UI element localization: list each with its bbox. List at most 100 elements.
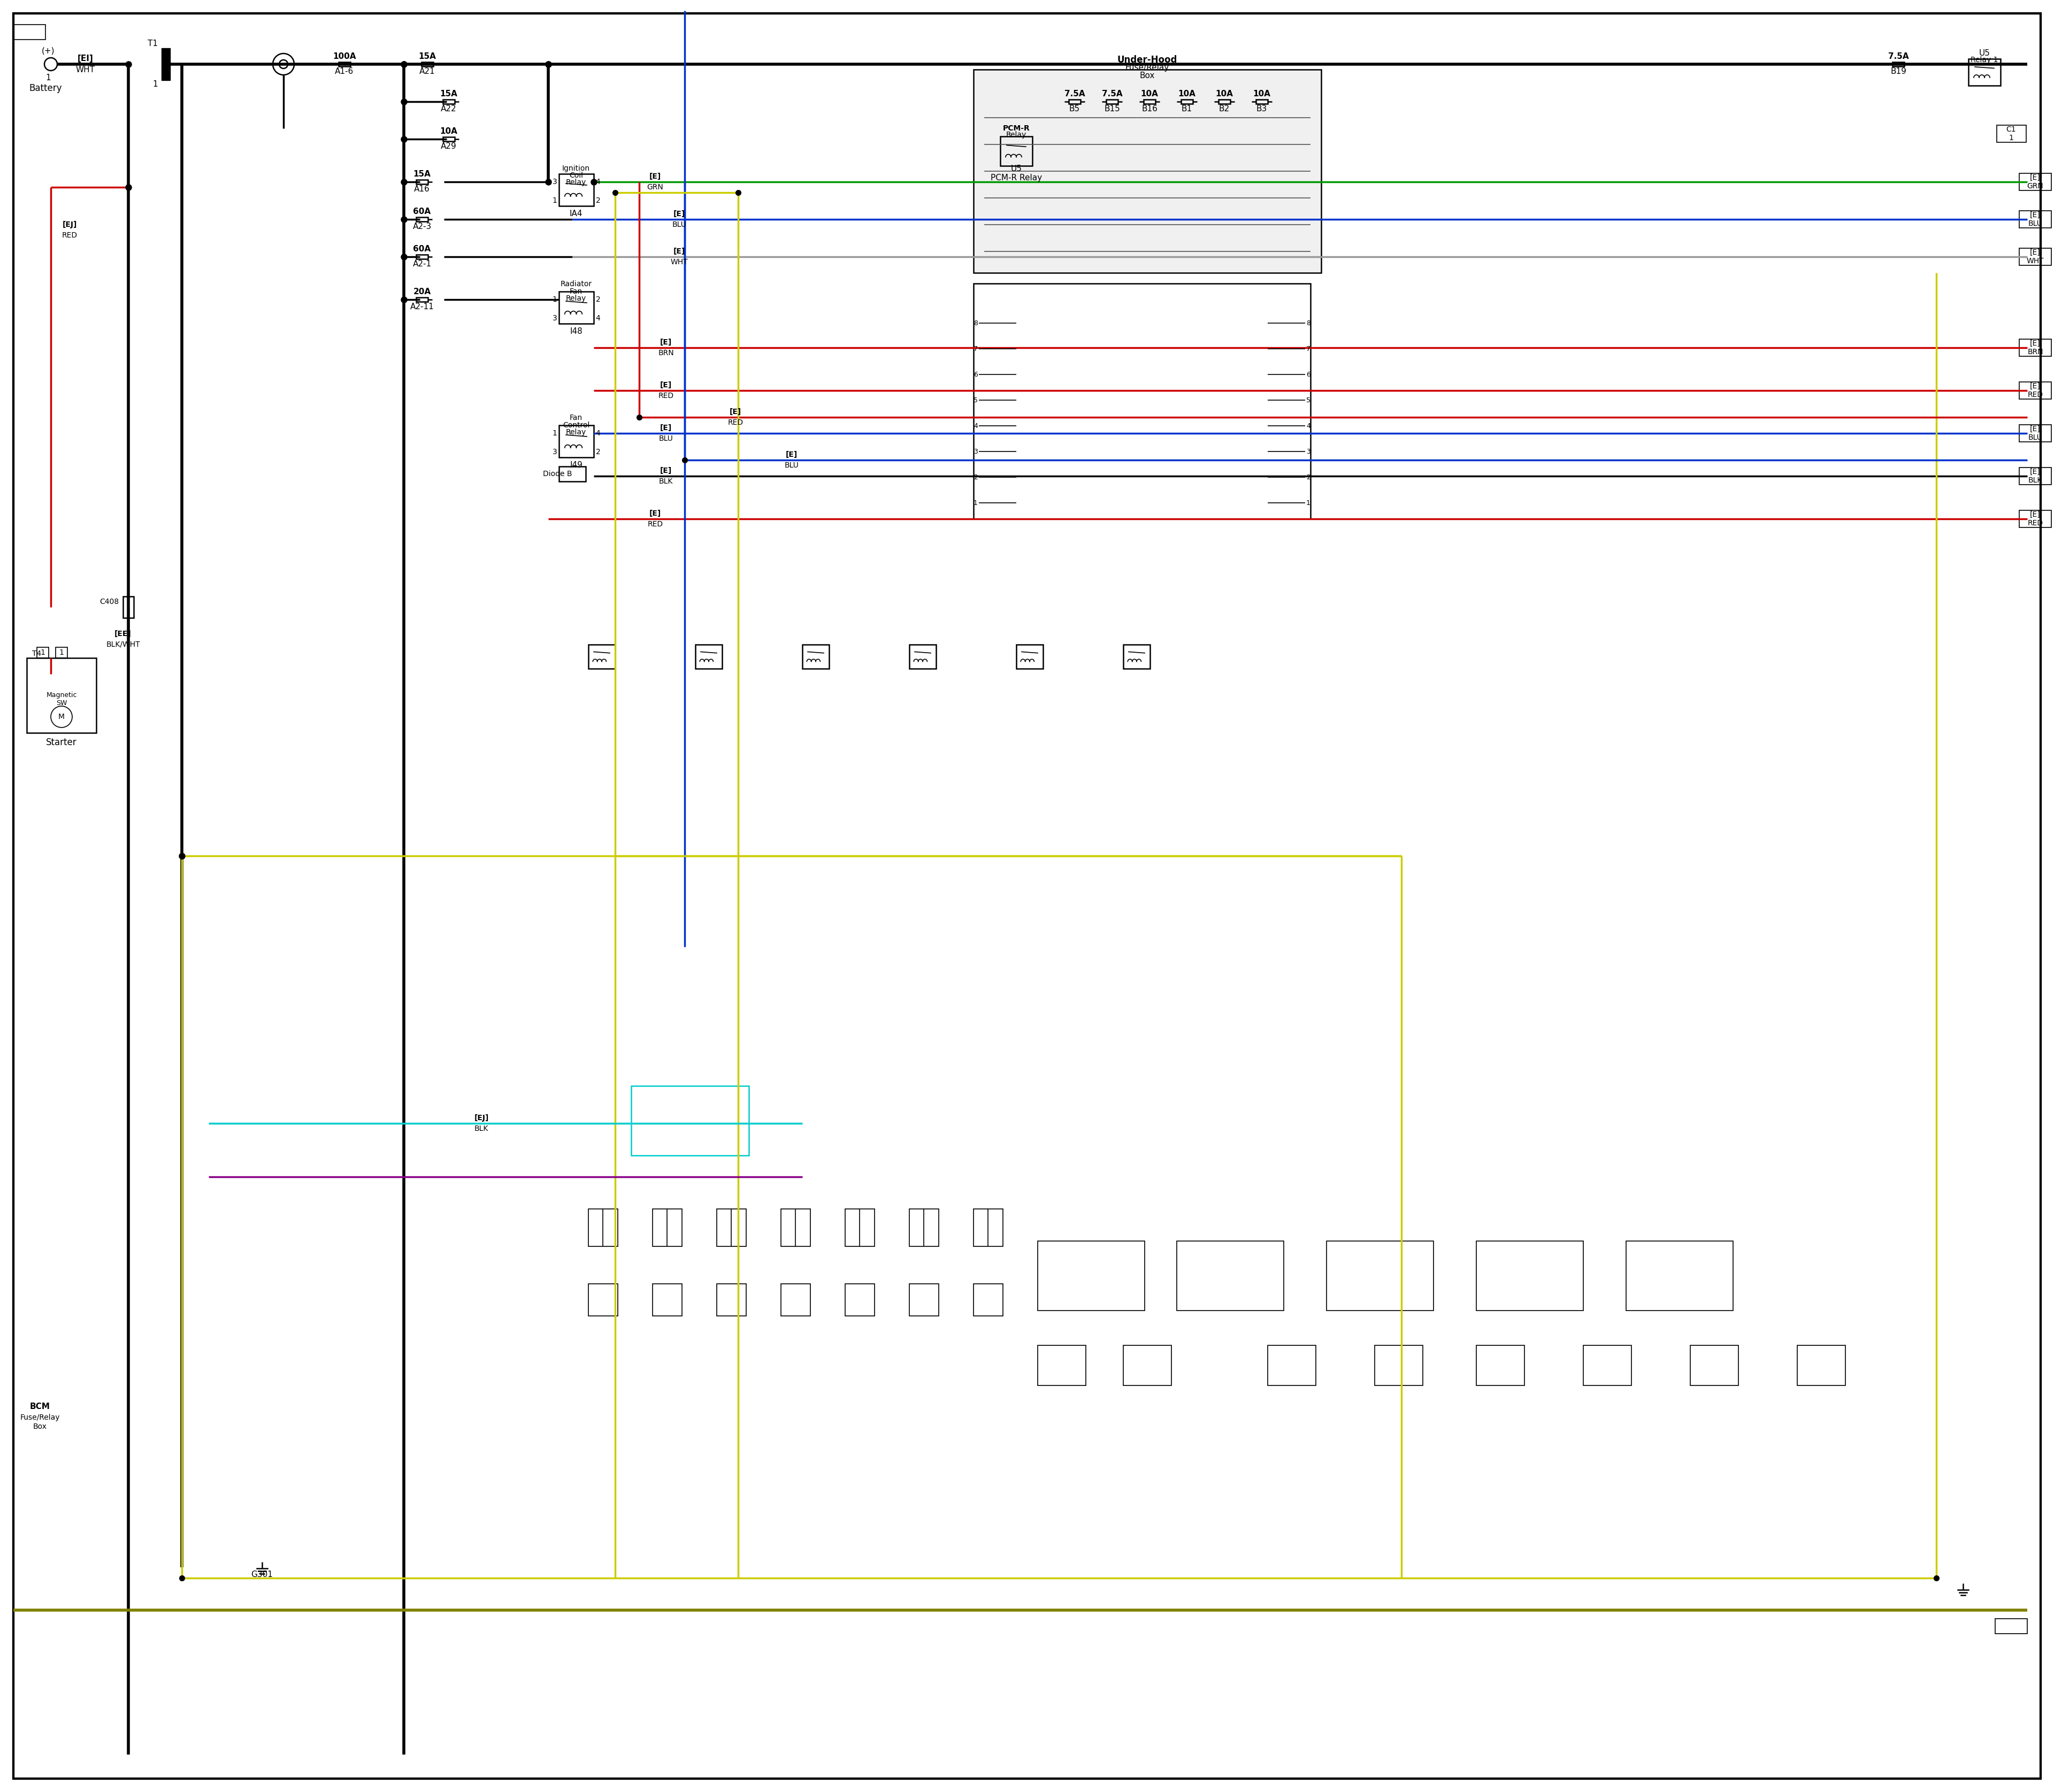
Text: 3: 3 <box>553 177 557 186</box>
Bar <box>1037 1242 1144 1310</box>
Bar <box>1627 1242 1734 1310</box>
Text: 7.5A: 7.5A <box>1101 90 1121 99</box>
Text: [E]: [E] <box>674 247 686 254</box>
Bar <box>2019 174 2052 190</box>
Bar <box>717 1210 746 1247</box>
Text: GRN: GRN <box>647 183 663 192</box>
Bar <box>653 1283 682 1315</box>
Text: A16: A16 <box>415 185 429 194</box>
Text: 3: 3 <box>553 315 557 323</box>
Text: 4: 4 <box>974 423 978 430</box>
Text: IA4: IA4 <box>569 210 583 217</box>
Text: 4: 4 <box>1306 423 1310 430</box>
Bar <box>1177 1242 1284 1310</box>
Text: Relay: Relay <box>1006 131 1027 138</box>
Text: G301: G301 <box>251 1572 273 1579</box>
Text: [E]
WHT: [E] WHT <box>2027 249 2044 265</box>
Text: [E]: [E] <box>787 452 797 459</box>
Bar <box>417 217 427 222</box>
Text: Relay: Relay <box>565 294 585 303</box>
Bar <box>2019 382 2052 400</box>
Bar <box>559 466 585 482</box>
Bar <box>910 1210 939 1247</box>
Text: Ignition: Ignition <box>563 165 589 172</box>
Text: 7.5A: 7.5A <box>1888 52 1908 61</box>
Text: 15A: 15A <box>440 90 458 99</box>
Text: BRN: BRN <box>657 349 674 357</box>
Text: Battery: Battery <box>29 84 62 93</box>
Bar <box>844 1210 875 1247</box>
Bar <box>1068 100 1080 104</box>
Bar <box>803 645 830 668</box>
Bar <box>1327 1242 1434 1310</box>
Text: 100A: 100A <box>333 52 355 61</box>
Text: C1
1: C1 1 <box>2007 125 2017 142</box>
Text: RED: RED <box>647 520 663 529</box>
Text: B19: B19 <box>1890 68 1906 75</box>
Text: Box: Box <box>1140 72 1154 81</box>
Text: BLU: BLU <box>785 462 799 470</box>
Text: RED: RED <box>727 419 744 426</box>
Text: Starter: Starter <box>45 738 76 747</box>
Text: 4: 4 <box>596 177 600 186</box>
Text: [E]
BLK: [E] BLK <box>2027 468 2042 484</box>
Bar <box>844 1283 875 1315</box>
Bar <box>1584 1346 1631 1385</box>
Text: [EI]: [EI] <box>78 54 94 63</box>
Text: Relay: Relay <box>565 428 585 435</box>
Bar <box>417 254 427 258</box>
Text: I48: I48 <box>569 328 583 335</box>
Text: 5: 5 <box>974 396 978 403</box>
Bar <box>417 297 427 301</box>
Text: A29: A29 <box>442 143 456 151</box>
Bar <box>2019 249 2052 265</box>
Bar <box>974 1210 1002 1247</box>
Bar <box>910 1283 939 1315</box>
Text: 1: 1 <box>974 500 978 507</box>
Bar <box>55 647 68 658</box>
Text: I49: I49 <box>569 461 583 470</box>
Text: Coil: Coil <box>569 172 583 179</box>
Bar <box>559 425 594 457</box>
Text: Fan: Fan <box>569 414 583 421</box>
Text: 1: 1 <box>45 73 51 82</box>
Text: 1: 1 <box>1306 500 1310 507</box>
Text: [E]: [E] <box>659 382 672 389</box>
Bar <box>1181 100 1193 104</box>
Text: Relay: Relay <box>565 179 585 186</box>
Text: [E]: [E] <box>729 409 741 416</box>
Text: BLK: BLK <box>474 1125 489 1133</box>
Text: T4: T4 <box>33 650 41 658</box>
Bar <box>123 597 134 618</box>
Text: [E]: [E] <box>674 210 686 217</box>
Text: 1: 1 <box>553 296 557 303</box>
Text: 6: 6 <box>974 371 978 378</box>
Bar <box>1996 125 2025 142</box>
Text: 2: 2 <box>596 197 600 204</box>
Text: [E]: [E] <box>659 468 672 475</box>
Text: B2: B2 <box>1218 106 1230 113</box>
Text: Under-Hood: Under-Hood <box>1117 56 1177 65</box>
Bar <box>653 1210 682 1247</box>
Text: B3: B3 <box>1257 106 1267 113</box>
Text: Fuse/Relay: Fuse/Relay <box>21 1414 60 1421</box>
Text: WHT: WHT <box>670 258 688 265</box>
Bar <box>37 647 49 658</box>
Text: 1: 1 <box>553 430 557 437</box>
Bar <box>14 25 45 39</box>
Text: 4: 4 <box>596 315 600 323</box>
Text: 3: 3 <box>974 448 978 455</box>
Bar <box>974 1283 1002 1315</box>
Text: C408: C408 <box>99 599 119 606</box>
Bar <box>1144 100 1154 104</box>
Text: M: M <box>58 713 66 720</box>
Text: Relay 1: Relay 1 <box>1970 56 1999 65</box>
Bar <box>2019 425 2052 443</box>
Text: U5
PCM-R Relay: U5 PCM-R Relay <box>990 165 1041 183</box>
Text: Fan: Fan <box>569 289 583 296</box>
Text: B16: B16 <box>1142 106 1158 113</box>
Text: B15: B15 <box>1105 106 1119 113</box>
Bar <box>444 136 454 142</box>
Bar <box>781 1210 811 1247</box>
Text: A2-3: A2-3 <box>413 222 431 231</box>
